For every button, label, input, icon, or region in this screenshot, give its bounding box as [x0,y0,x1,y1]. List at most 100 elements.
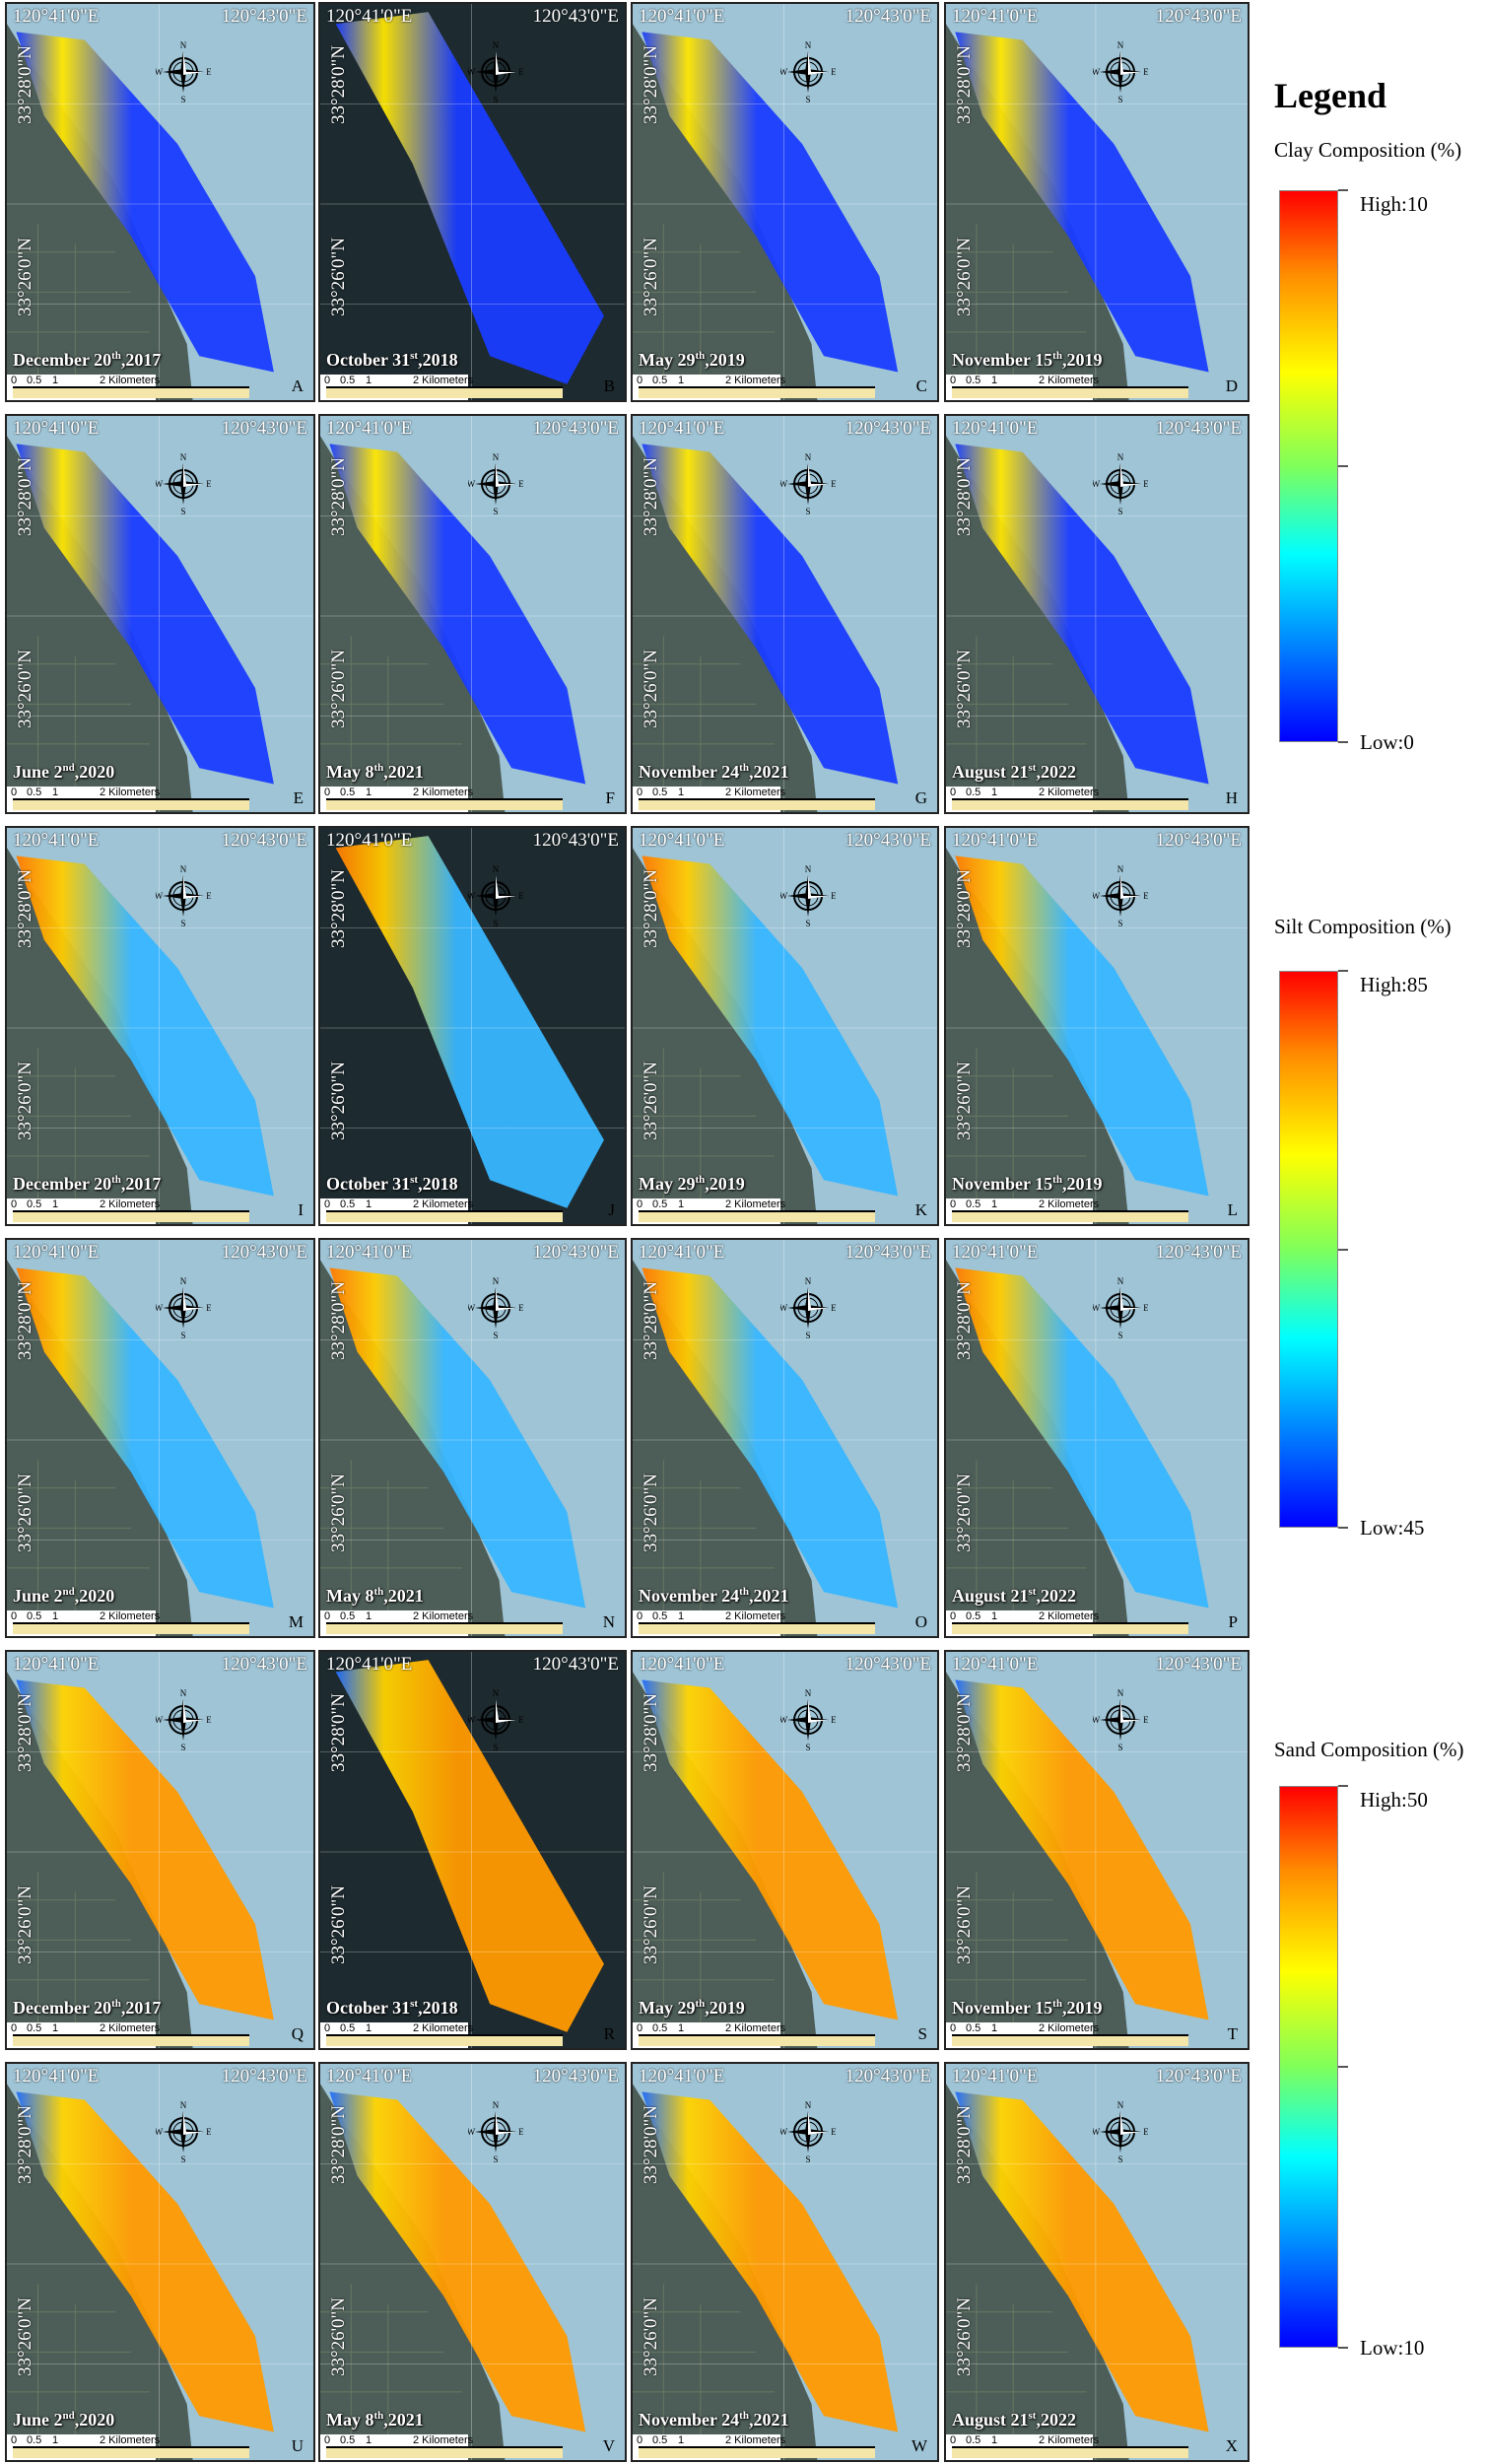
map-panel-n: 120°41'0"E 120°43'0"E 33°28'0"N 33°26'0"… [318,1238,627,1638]
compass-east: E [206,479,211,489]
compass-rose-icon: N S E W [155,1275,213,1345]
map-panel-a: 120°41'0"E 120°43'0"E 33°28'0"N 33°26'0"… [5,2,315,402]
compass-north: N [805,1688,812,1698]
compass-south: S [181,507,186,516]
latitude-label-south: 33°26'0"N [328,1884,349,1964]
compass-rose-icon: N S E W [155,451,213,521]
latitude-label-north: 33°28'0"N [954,2104,975,2184]
latitude-label-north: 33°28'0"N [641,868,661,948]
panel-letter: U [291,2436,304,2455]
legend-tick [1338,2066,1348,2068]
latitude-label-north: 33°28'0"N [954,456,975,536]
scale-bar: 0 0.5 1 2 Kilometers [946,2022,1188,2048]
scale-bar: 0 0.5 1 2 Kilometers [946,2434,1188,2460]
latitude-label-south: 33°26'0"N [328,1061,349,1140]
latitude-label-north: 33°28'0"N [328,456,349,536]
latitude-label-north: 33°28'0"N [15,1692,35,1772]
latitude-label-north: 33°28'0"N [328,1280,349,1360]
latitude-label-north: 33°28'0"N [954,1692,975,1772]
map-panel-p: 120°41'0"E 120°43'0"E 33°28'0"N 33°26'0"… [944,1238,1250,1638]
latitude-label-north: 33°28'0"N [641,456,661,536]
map-image [946,1240,1248,1636]
compass-west: W [1093,479,1101,489]
longitude-label-east: 120°43'0"E [1155,6,1242,27]
map-image [320,4,625,400]
longitude-label-east: 120°43'0"E [1155,1654,1242,1675]
longitude-label-west: 120°41'0"E [639,418,725,439]
legend-tick [1338,1527,1348,1529]
compass-rose-icon: N S E W [779,451,838,521]
scale-bar: 0 0.5 1 2 Kilometers [946,1610,1188,1636]
compass-east: E [1143,479,1148,489]
legend-tick [1338,2347,1348,2349]
compass-north: N [1117,1276,1124,1286]
map-image [633,1240,937,1636]
latitude-label-north: 33°28'0"N [954,868,975,948]
latitude-label-south: 33°26'0"N [641,1472,661,1552]
compass-north: N [180,1276,187,1286]
longitude-label-west: 120°41'0"E [952,1242,1039,1263]
longitude-label-west: 120°41'0"E [326,418,413,439]
panel-letter: I [298,1200,304,1219]
latitude-label-south: 33°26'0"N [641,237,661,316]
map-image [946,828,1248,1224]
compass-east: E [1143,1303,1148,1313]
map-image [633,4,937,400]
latitude-label-south: 33°26'0"N [15,649,35,728]
map-panel-x: 120°41'0"E 120°43'0"E 33°28'0"N 33°26'0"… [944,2062,1250,2462]
date-label: October 31st,2018 [326,1998,458,2018]
compass-rose-icon: N S E W [467,863,525,933]
longitude-label-east: 120°43'0"E [845,830,931,851]
map-image [320,828,625,1224]
map-image [7,4,313,400]
longitude-label-west: 120°41'0"E [326,1654,413,1675]
compass-east: E [206,891,211,901]
scale-bar: 0 0.5 1 2 Kilometers [946,375,1188,400]
panel-letter: J [608,1200,615,1219]
compass-rose-icon: N S E W [467,451,525,521]
compass-north: N [493,1276,500,1286]
compass-rose-icon: N S E W [779,1275,838,1345]
date-label: December 20th,2017 [13,1998,162,2018]
panel-letter: S [917,2024,927,2043]
longitude-label-east: 120°43'0"E [532,1654,619,1675]
longitude-label-west: 120°41'0"E [326,2066,413,2087]
latitude-label-south: 33°26'0"N [15,2296,35,2376]
latitude-label-north: 33°28'0"N [641,1692,661,1772]
compass-north: N [493,452,500,462]
panel-letter: Q [291,2024,304,2043]
map-panel-s: 120°41'0"E 120°43'0"E 33°28'0"N 33°26'0"… [631,1650,939,2050]
longitude-label-west: 120°41'0"E [639,1242,725,1263]
compass-west: W [1093,891,1101,901]
longitude-label-east: 120°43'0"E [221,830,307,851]
compass-east: E [518,2127,523,2137]
panel-letter: H [1225,788,1238,807]
compass-west: W [780,1303,788,1313]
longitude-label-west: 120°41'0"E [639,830,725,851]
compass-north: N [1117,1688,1124,1698]
compass-rose-icon: N S E W [1092,863,1150,933]
latitude-label-north: 33°28'0"N [328,1692,349,1772]
map-panel-j: 120°41'0"E 120°43'0"E 33°28'0"N 33°26'0"… [318,826,627,1226]
longitude-label-west: 120°41'0"E [13,6,100,27]
latitude-label-south: 33°26'0"N [954,1061,975,1140]
compass-east: E [518,67,523,77]
compass-south: S [806,2155,811,2164]
latitude-label-south: 33°26'0"N [641,1061,661,1140]
latitude-label-north: 33°28'0"N [15,1280,35,1360]
panel-letter: F [605,788,615,807]
latitude-label-north: 33°28'0"N [954,1280,975,1360]
compass-rose-icon: N S E W [155,2099,213,2169]
compass-rose-icon: N S E W [779,2099,838,2169]
compass-east: E [1143,1715,1148,1725]
compass-south: S [806,919,811,928]
latitude-label-north: 33°28'0"N [15,2104,35,2184]
compass-west: W [468,67,476,77]
compass-rose-icon: N S E W [467,39,525,109]
latitude-label-south: 33°26'0"N [641,2296,661,2376]
latitude-label-south: 33°26'0"N [328,1472,349,1552]
compass-west: W [1093,67,1101,77]
compass-rose-icon: N S E W [1092,451,1150,521]
date-label: May 8th,2021 [326,762,424,782]
compass-west: W [468,891,476,901]
